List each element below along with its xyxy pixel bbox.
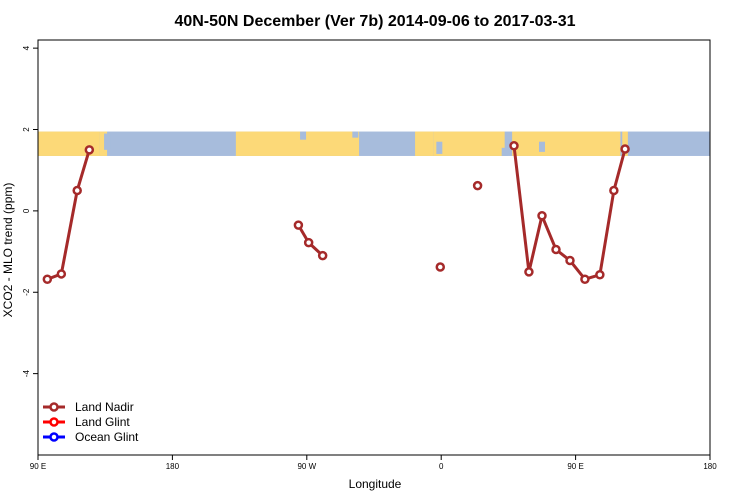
plot-frame — [37, 39, 711, 456]
map-band-notch — [104, 133, 111, 150]
x-tick-label: 180 — [703, 462, 717, 471]
data-point — [609, 185, 619, 196]
data-point — [565, 255, 575, 266]
x-tick-label: 90 E — [30, 462, 46, 471]
data-point — [42, 274, 53, 284]
map-band-notch — [436, 141, 443, 154]
y-tick-label: 2 — [22, 127, 31, 132]
legend-swatch-marker — [49, 432, 59, 442]
map-band-land — [622, 131, 628, 156]
data-point — [317, 250, 328, 261]
legend-swatch-marker — [49, 402, 59, 412]
series-line — [46, 149, 91, 281]
map-band-notch — [501, 147, 508, 156]
map-band-notch — [352, 131, 359, 138]
y-axis-label: XCO2 - MLO trend (ppm) — [1, 183, 15, 318]
data-point — [303, 237, 314, 248]
y-tick-label: 0 — [22, 208, 31, 213]
data-point — [524, 267, 534, 277]
map-band-land — [99, 131, 108, 156]
data-point — [72, 185, 82, 196]
data-point — [84, 145, 95, 155]
data-point — [620, 144, 630, 154]
data-point — [472, 180, 483, 191]
x-tick-label: 0 — [439, 462, 444, 471]
data-point — [56, 269, 67, 279]
data-point — [293, 220, 304, 230]
y-tick-label: -2 — [22, 288, 31, 296]
data-point — [580, 274, 590, 284]
data-point — [509, 141, 519, 151]
data-point — [551, 244, 561, 255]
legend-label: Land Nadir — [75, 400, 134, 414]
map-band-land — [235, 131, 290, 156]
x-tick-label: 180 — [166, 462, 180, 471]
x-axis-label: Longitude — [349, 477, 402, 491]
y-tick-label: -4 — [22, 370, 31, 378]
legend-swatch-marker — [49, 417, 59, 427]
map-band-land — [415, 131, 434, 156]
x-tick-label: 90 E — [567, 462, 583, 471]
legend-label: Ocean Glint — [75, 430, 139, 444]
x-tick-label: 90 W — [297, 462, 316, 471]
data-point — [435, 262, 446, 272]
map-band-land — [512, 131, 621, 156]
map-band-notch — [300, 131, 307, 140]
y-tick-label: 4 — [22, 45, 31, 50]
map-band-land — [433, 131, 505, 156]
plot-area: -4 -2 0 2 4 90 E 180 90 W 0 90 E 180 — [22, 39, 717, 471]
chart-title: 40N-50N December (Ver 7b) 2014-09-06 to … — [174, 13, 575, 30]
map-band-notch — [539, 141, 545, 152]
legend-label: Land Glint — [75, 415, 130, 429]
data-point — [595, 270, 605, 280]
data-point — [537, 211, 547, 221]
